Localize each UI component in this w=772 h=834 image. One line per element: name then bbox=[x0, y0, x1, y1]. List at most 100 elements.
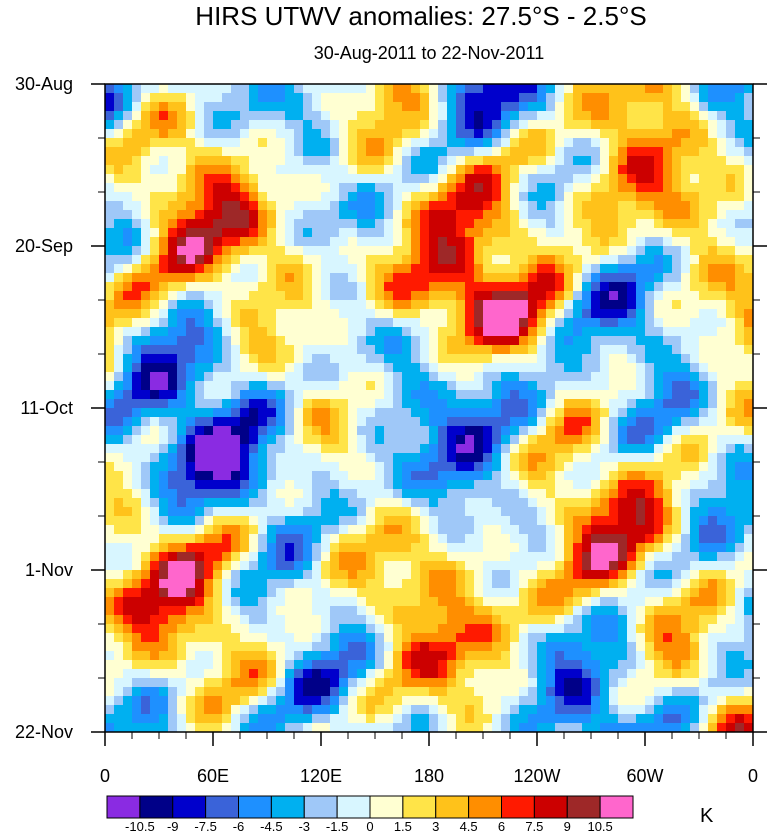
field-cell bbox=[429, 282, 439, 292]
field-cell bbox=[330, 93, 340, 103]
field-cell bbox=[177, 210, 187, 220]
field-cell bbox=[276, 597, 286, 607]
field-cell bbox=[438, 552, 448, 562]
field-cell bbox=[501, 273, 511, 283]
field-cell bbox=[546, 300, 556, 310]
field-cell bbox=[618, 138, 628, 148]
field-cell bbox=[420, 174, 430, 184]
field-cell bbox=[303, 255, 313, 265]
field-cell bbox=[132, 102, 142, 112]
field-cell bbox=[285, 345, 295, 355]
field-cell bbox=[609, 291, 619, 301]
field-cell bbox=[402, 507, 412, 517]
field-cell bbox=[303, 228, 313, 238]
field-cell bbox=[474, 426, 484, 436]
field-cell bbox=[582, 93, 592, 103]
field-cell bbox=[474, 660, 484, 670]
field-cell bbox=[456, 219, 466, 229]
field-cell bbox=[546, 264, 556, 274]
field-cell bbox=[384, 381, 394, 391]
field-cell bbox=[447, 498, 457, 508]
field-cell bbox=[276, 228, 286, 238]
field-cell bbox=[447, 174, 457, 184]
field-cell bbox=[330, 111, 340, 121]
field-cell bbox=[501, 579, 511, 589]
field-cell bbox=[366, 651, 376, 661]
field-cell bbox=[348, 84, 358, 94]
field-cell bbox=[213, 210, 223, 220]
field-cell bbox=[231, 138, 241, 148]
field-cell bbox=[645, 300, 655, 310]
field-cell bbox=[312, 462, 322, 472]
field-cell bbox=[456, 138, 466, 148]
field-cell bbox=[375, 399, 385, 409]
field-cell bbox=[177, 381, 187, 391]
field-cell bbox=[735, 678, 745, 688]
field-cell bbox=[717, 651, 727, 661]
field-cell bbox=[627, 120, 637, 130]
field-cell bbox=[375, 480, 385, 490]
field-cell bbox=[429, 678, 439, 688]
field-cell bbox=[501, 462, 511, 472]
field-cell bbox=[321, 561, 331, 571]
field-cell bbox=[492, 372, 502, 382]
field-cell bbox=[357, 606, 367, 616]
field-cell bbox=[114, 336, 124, 346]
field-cell bbox=[393, 174, 403, 184]
field-cell bbox=[249, 345, 259, 355]
field-cell bbox=[726, 336, 736, 346]
field-cell bbox=[618, 93, 628, 103]
field-cell bbox=[159, 201, 169, 211]
field-cell bbox=[294, 507, 304, 517]
field-cell bbox=[663, 561, 673, 571]
field-cell bbox=[636, 408, 646, 418]
field-cell bbox=[330, 363, 340, 373]
field-cell bbox=[591, 228, 601, 238]
field-cell bbox=[465, 237, 475, 247]
field-cell bbox=[573, 228, 583, 238]
field-cell bbox=[348, 561, 358, 571]
field-cell bbox=[510, 255, 520, 265]
field-cell bbox=[618, 435, 628, 445]
field-cell bbox=[213, 552, 223, 562]
field-cell bbox=[573, 471, 583, 481]
field-cell bbox=[492, 111, 502, 121]
field-cell bbox=[240, 552, 250, 562]
field-cell bbox=[519, 687, 529, 697]
field-cell bbox=[744, 678, 754, 688]
field-cell bbox=[528, 120, 538, 130]
field-cell bbox=[132, 561, 142, 571]
field-cell bbox=[726, 183, 736, 193]
field-cell bbox=[123, 138, 133, 148]
field-cell bbox=[591, 129, 601, 139]
field-cell bbox=[492, 480, 502, 490]
field-cell bbox=[411, 516, 421, 526]
field-cell bbox=[654, 606, 664, 616]
field-cell bbox=[438, 534, 448, 544]
field-cell bbox=[501, 156, 511, 166]
field-cell bbox=[114, 453, 124, 463]
field-cell bbox=[276, 687, 286, 697]
field-cell bbox=[285, 615, 295, 625]
field-cell bbox=[132, 219, 142, 229]
field-cell bbox=[429, 660, 439, 670]
field-cell bbox=[744, 237, 754, 247]
field-cell bbox=[330, 633, 340, 643]
field-cell bbox=[177, 84, 187, 94]
field-cell bbox=[402, 633, 412, 643]
field-cell bbox=[429, 345, 439, 355]
field-cell bbox=[258, 444, 268, 454]
field-cell bbox=[726, 426, 736, 436]
field-cell bbox=[654, 417, 664, 427]
field-cell bbox=[519, 498, 529, 508]
field-cell bbox=[348, 345, 358, 355]
field-cell bbox=[177, 129, 187, 139]
field-cell bbox=[204, 678, 214, 688]
field-cell bbox=[105, 201, 115, 211]
field-cell bbox=[717, 129, 727, 139]
field-cell bbox=[447, 390, 457, 400]
field-cell bbox=[708, 660, 718, 670]
field-cell bbox=[366, 615, 376, 625]
field-cell bbox=[663, 588, 673, 598]
field-cell bbox=[141, 687, 151, 697]
